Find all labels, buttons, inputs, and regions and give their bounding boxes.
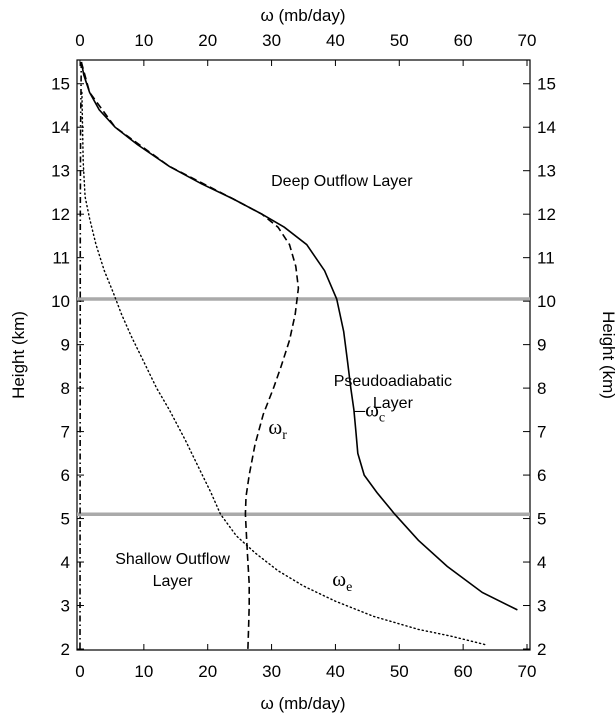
series-line-1 [80,61,300,650]
x-tick-label-bottom-2: 20 [198,662,217,681]
x-tick-label-bottom-3: 30 [262,662,281,681]
y-tick-label-right-3: 5 [537,510,546,529]
y-tick-label-right-8: 10 [537,292,556,311]
y-axis-title-left: Height (km) [9,311,28,399]
x-tick-label-bottom-0: 0 [75,662,84,681]
x-axis-title-bottom: ω (mb/day) [260,694,345,713]
series-line-2 [81,91,487,646]
y-tick-label-left-13: 15 [51,75,70,94]
y-tick-label-right-13: 15 [537,75,556,94]
y-tick-label-left-3: 5 [61,510,70,529]
region-label-1: Pseudoadiabatic Layer [334,373,452,412]
series-label-1: –ωc [354,397,386,425]
y-tick-label-left-9: 11 [52,249,70,268]
y-tick-label-left-2: 4 [61,553,70,572]
x-tick-label-bottom-4: 40 [326,662,345,681]
y-tick-label-left-4: 6 [61,466,70,485]
y-axis-title-right: Height (km) [599,311,616,399]
y-tick-label-right-1: 3 [537,597,546,616]
x-tick-label-top-7: 70 [518,31,537,50]
y-tick-label-right-6: 8 [537,379,546,398]
y-tick-label-left-0: 2 [61,640,70,659]
x-tick-label-bottom-1: 10 [134,662,153,681]
x-tick-label-bottom-6: 60 [454,662,473,681]
plot-frame [76,59,531,651]
x-tick-label-bottom-5: 50 [390,662,409,681]
y-tick-label-left-7: 9 [61,336,70,355]
y-tick-label-left-1: 3 [61,597,70,616]
series-label-0: ωr [268,415,287,443]
y-tick-label-right-7: 9 [537,336,546,355]
y-tick-label-left-6: 8 [61,379,70,398]
y-tick-label-left-11: 13 [51,162,70,181]
x-axis-title-top: ω (mb/day) [260,6,345,25]
region-label-0: Deep Outflow Layer [271,173,413,190]
x-tick-label-top-1: 10 [134,31,153,50]
y-tick-label-right-0: 2 [537,640,546,659]
y-tick-label-right-4: 6 [537,466,546,485]
region-label-2: Shallow Outflow Layer [115,551,230,590]
x-tick-label-top-3: 30 [262,31,281,50]
x-tick-label-top-6: 60 [454,31,473,50]
y-tick-label-left-10: 12 [51,205,70,224]
y-tick-label-right-11: 13 [537,162,556,181]
series-label-2: ωe [332,567,352,595]
labels-group: Deep Outflow Layer Pseudoadiabatic Layer Sh… [115,173,452,595]
y-tick-label-right-10: 12 [537,205,556,224]
y-tick-label-left-5: 7 [61,423,70,442]
y-tick-label-right-12: 14 [537,118,556,137]
series-line-0 [80,61,518,611]
y-tick-label-left-12: 14 [51,118,70,137]
x-tick-label-bottom-7: 70 [518,662,537,681]
y-tick-label-right-9: 11 [537,249,555,268]
x-tick-label-top-2: 20 [198,31,217,50]
y-tick-label-right-2: 4 [537,553,546,572]
x-tick-label-top-5: 50 [390,31,409,50]
y-tick-label-left-8: 10 [51,292,70,311]
boundary-lines [77,297,530,516]
x-tick-label-top-0: 0 [75,31,84,50]
x-tick-label-top-4: 40 [326,31,345,50]
series-line-3 [79,61,83,650]
y-tick-label-right-5: 7 [537,423,546,442]
